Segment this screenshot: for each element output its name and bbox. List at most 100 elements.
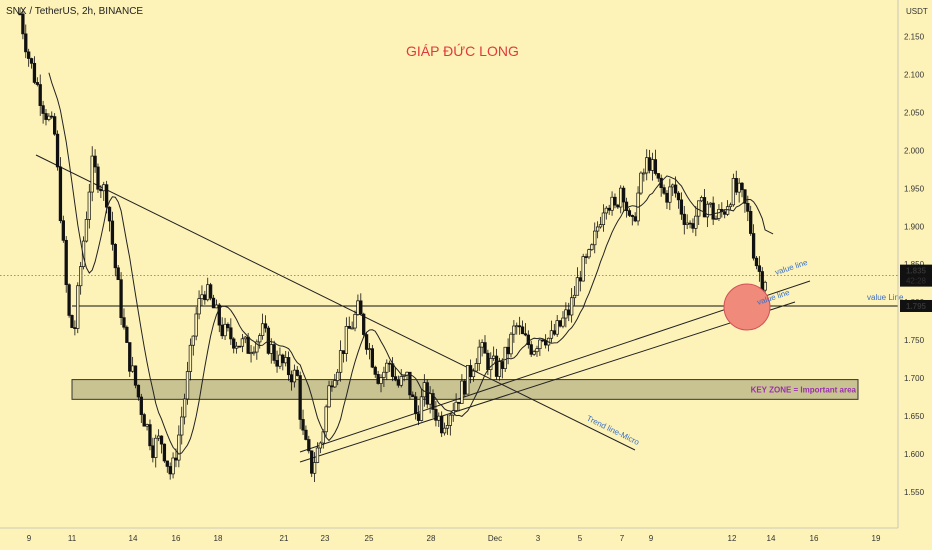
candle-body [93,155,97,168]
candle-body [694,215,698,229]
candle-body [705,203,710,218]
candle-body [44,113,48,120]
candle-body [35,82,39,85]
candle-body [468,365,473,378]
candle-body [466,365,470,395]
symbol-title[interactable]: SNX / TetherUS, 2h, BINANCE [6,6,145,17]
x-tick-label: 21 [280,534,289,543]
candle-body [58,166,63,222]
y-tick-label: 2.000 [904,146,925,155]
candle-body [483,342,487,354]
candle-body [211,297,216,309]
y-tick-label: 1.650 [904,412,925,421]
candle-body [497,361,502,377]
trend-line-micro[interactable] [35,154,636,451]
focus-circle[interactable] [723,283,771,331]
current-price-badge[interactable] [900,264,932,287]
candle-body [255,341,259,353]
candle-body [671,184,675,188]
candle-body [619,187,623,208]
candle-body [679,199,684,215]
value-line-lower[interactable] [299,301,796,463]
y-tick-label: 2.150 [904,33,925,42]
candle-body [728,204,733,208]
candle-body [21,13,25,35]
candle-body [96,166,100,190]
candle-body [650,159,655,171]
candle-body [307,439,311,452]
candle-body [379,377,383,384]
candle-body [174,457,178,461]
candle-body [156,435,161,439]
candle-body [613,196,617,206]
candle-body [411,394,415,398]
candle-body [500,361,504,369]
x-tick-label: 9 [27,534,32,543]
candle-body [549,330,554,339]
moving-average-line [48,72,774,455]
candle-body [258,335,262,343]
candle-body [119,279,123,318]
candle-body [24,33,28,53]
candle-body [688,222,692,225]
y-tick-label: 2.050 [904,108,925,117]
candle-body [578,277,582,282]
candle-body [711,202,715,220]
candle-body [73,327,77,329]
x-tick-label: 3 [536,534,541,543]
candle-body [347,325,351,329]
candle-body [431,393,435,410]
candle-body [699,197,704,202]
candle-body [428,393,432,405]
candle-body [697,200,701,217]
candle-body [133,365,138,386]
candle-body [552,330,556,335]
candle-body [737,182,741,193]
candle-body [682,213,686,225]
candle-body [338,350,343,373]
candle-body [336,371,340,381]
value-line-right-label: value Line [867,293,904,302]
candle-body [136,384,141,398]
candle-body [182,398,187,418]
candle-body [518,325,522,328]
candle-body [581,256,585,282]
candle-body [76,285,80,329]
candle-body [526,334,530,345]
candle-body [327,385,331,408]
candle-body [673,184,678,194]
candle-body [535,348,539,353]
y-tick-label: 2.100 [904,71,925,80]
candle-body [301,419,305,431]
candle-body [200,294,204,299]
candle-body [260,323,265,336]
candle-body [90,155,94,193]
candle-body [295,369,299,376]
x-tick-label: 5 [578,534,583,543]
candle-body [373,366,377,375]
candle-body [555,320,559,335]
candle-body [197,298,201,315]
candle-body [506,346,510,355]
candle-body [393,376,398,381]
candle-body [445,425,450,429]
candle-body [148,424,152,447]
candle-body [370,348,375,368]
value-line-price-badge[interactable] [900,299,932,312]
y-tick-label: 1.900 [904,222,925,231]
candle-body [442,427,447,434]
candle-body [396,379,400,386]
candle-body [53,116,57,135]
candle-body [740,182,744,191]
candle-body [159,435,164,445]
candle-body [382,371,386,378]
candle-body [223,323,227,337]
candle-body [630,215,634,217]
candle-body [708,202,712,205]
candle-body [237,345,242,348]
x-tick-label: 7 [620,534,625,543]
candle-body [41,105,45,114]
candle-body [359,300,363,315]
